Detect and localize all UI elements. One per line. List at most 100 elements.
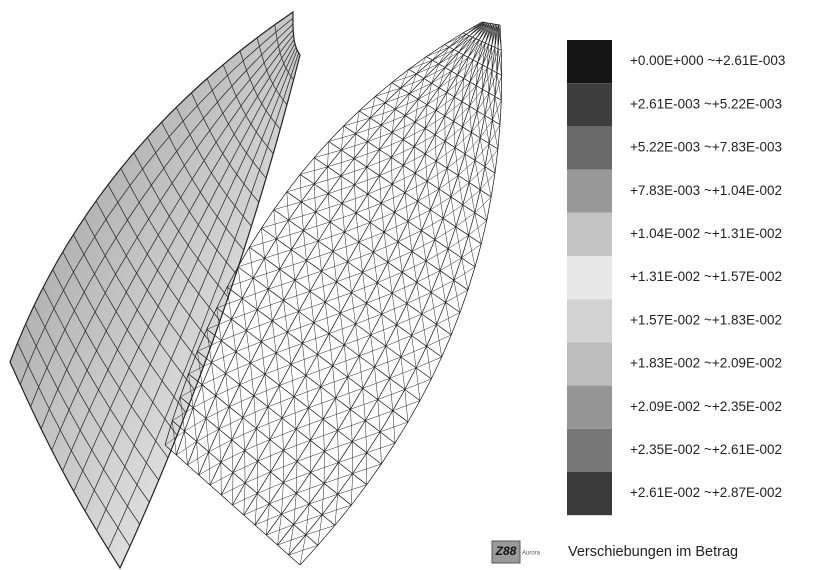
wire-diagonal bbox=[356, 202, 382, 214]
wire-diagonal bbox=[377, 271, 403, 283]
wire-diagonal bbox=[406, 292, 432, 304]
wire-diagonal bbox=[397, 230, 422, 243]
wire-diagonal bbox=[457, 54, 464, 75]
wire-diagonal bbox=[313, 312, 341, 323]
wire-diagonal bbox=[461, 85, 477, 102]
wire-diagonal bbox=[431, 63, 440, 84]
wire-diagonal bbox=[218, 417, 243, 430]
wire-diagonal bbox=[448, 35, 470, 48]
wire-diagonal bbox=[468, 220, 487, 236]
wire-diagonal bbox=[465, 21, 483, 35]
wire-diagonal bbox=[438, 67, 446, 88]
wire-diagonal bbox=[426, 181, 431, 210]
wire-diagonal bbox=[277, 514, 282, 546]
wire-diagonal bbox=[314, 149, 342, 158]
wire-diagonal bbox=[218, 429, 222, 463]
logo: Z88 Aurora bbox=[491, 540, 541, 564]
wire-diagonal bbox=[396, 313, 422, 326]
wire-diagonal bbox=[469, 106, 472, 133]
wire-diagonal bbox=[446, 78, 464, 93]
wire-diagonal bbox=[391, 184, 395, 213]
wire-diagonal bbox=[391, 73, 417, 83]
mesh-line bbox=[19, 17, 294, 385]
wire-diagonal bbox=[432, 44, 445, 61]
legend-swatch bbox=[567, 40, 612, 84]
mesh-line bbox=[107, 52, 299, 550]
wire-diagonal bbox=[454, 81, 471, 98]
legend-label: +1.57E-002 ~+1.83E-002 bbox=[630, 312, 782, 327]
wire-diagonal bbox=[447, 153, 466, 169]
wire-diagonal bbox=[492, 100, 502, 121]
wire-diagonal bbox=[435, 87, 440, 111]
wire-diagonal bbox=[269, 471, 271, 504]
wire-diagonal bbox=[416, 63, 439, 75]
wire-diagonal bbox=[439, 270, 446, 303]
legend-swatch bbox=[567, 299, 612, 343]
wire-diagonal bbox=[327, 141, 329, 167]
wire-diagonal bbox=[417, 188, 440, 202]
wire-diagonal bbox=[350, 399, 378, 410]
wire-diagonal bbox=[394, 200, 418, 213]
wire-diagonal bbox=[454, 132, 472, 148]
wire-diagonal bbox=[464, 153, 470, 183]
wire-diagonal bbox=[367, 132, 393, 142]
wire-diagonal bbox=[305, 525, 336, 536]
wire-diagonal bbox=[404, 378, 432, 390]
wire-diagonal bbox=[451, 57, 469, 72]
legend-label: +2.61E-002 ~+2.87E-002 bbox=[630, 485, 782, 500]
wire-diagonal bbox=[476, 67, 488, 86]
wire-diagonal bbox=[253, 385, 280, 397]
wire-diagonal bbox=[462, 126, 466, 155]
wire-diagonal bbox=[389, 367, 417, 379]
wire-diagonal bbox=[379, 175, 382, 204]
mesh-line bbox=[30, 23, 294, 407]
wire-diagonal bbox=[435, 96, 455, 111]
wire-diagonal bbox=[318, 231, 345, 242]
wire-diagonal bbox=[164, 430, 185, 446]
wire-diagonal bbox=[425, 248, 449, 262]
wire-diagonal bbox=[482, 70, 493, 90]
wire-diagonal bbox=[337, 420, 366, 431]
wire-diagonal bbox=[457, 59, 474, 75]
wire-diagonal bbox=[375, 87, 401, 97]
wire-diagonal bbox=[283, 472, 311, 483]
wire-diagonal bbox=[369, 96, 376, 119]
wire-diagonal bbox=[367, 183, 393, 195]
wire-diagonal bbox=[232, 493, 258, 506]
wire-diagonal bbox=[385, 335, 412, 347]
wire-diagonal bbox=[291, 240, 319, 250]
wire-diagonal bbox=[298, 301, 326, 312]
wire-diagonal bbox=[322, 504, 352, 515]
legend-swatch bbox=[567, 126, 612, 170]
wire-diagonal bbox=[458, 160, 476, 176]
wire-diagonal bbox=[404, 180, 428, 193]
wire-diagonal bbox=[355, 110, 360, 134]
wire-diagonal bbox=[256, 417, 283, 429]
wire-diagonal bbox=[381, 115, 406, 126]
wire-diagonal bbox=[436, 147, 456, 162]
wire-diagonal bbox=[484, 166, 492, 198]
wire-diagonal bbox=[491, 48, 499, 71]
wire-diagonal bbox=[267, 396, 295, 408]
legend-label: +0.00E+000 ~+2.61E-003 bbox=[630, 53, 785, 68]
wire-diagonal bbox=[391, 132, 393, 158]
wire-diagonal bbox=[458, 35, 470, 53]
wire-diagonal bbox=[435, 161, 440, 190]
mesh-line bbox=[51, 34, 294, 451]
wire-diagonal bbox=[484, 96, 496, 116]
wire-diagonal bbox=[380, 102, 386, 126]
wire-diagonal bbox=[253, 268, 280, 279]
wire-diagonal bbox=[434, 226, 456, 240]
wire-diagonal bbox=[457, 175, 464, 205]
wire-diagonal bbox=[416, 56, 427, 75]
legend-label: +2.35E-002 ~+2.61E-002 bbox=[630, 442, 782, 457]
wire-diagonal bbox=[180, 384, 203, 398]
wire-diagonal bbox=[481, 23, 490, 42]
wire-diagonal bbox=[231, 428, 257, 441]
wire-diagonal bbox=[320, 376, 348, 388]
wire-diagonal bbox=[381, 192, 406, 204]
wire-diagonal bbox=[414, 110, 437, 123]
wire-diagonal bbox=[196, 428, 220, 442]
wire-diagonal bbox=[397, 241, 403, 273]
